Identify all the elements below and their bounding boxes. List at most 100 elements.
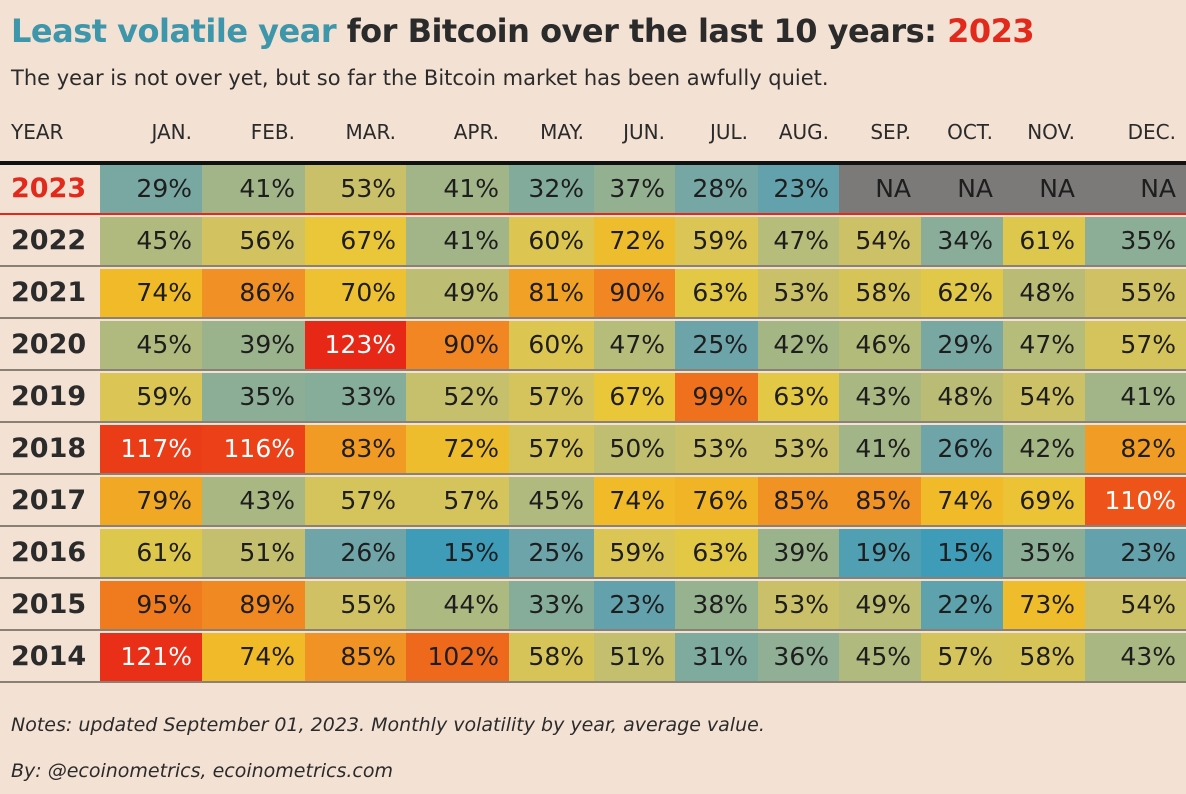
heatmap-cell: 52% — [406, 373, 509, 421]
heatmap-cell: 59% — [594, 529, 675, 577]
heatmap-cell: 85% — [839, 477, 921, 525]
heatmap-cell: 34% — [921, 217, 1003, 265]
heatmap-cell: NA — [1003, 165, 1085, 213]
heatmap-cell: 29% — [921, 321, 1003, 369]
column-header-mar: MAR. — [345, 120, 396, 144]
heatmap-cell: 57% — [1085, 321, 1186, 369]
heatmap-cell: 41% — [839, 425, 921, 473]
heatmap-cell: 57% — [305, 477, 406, 525]
heatmap-cell: 123% — [305, 321, 406, 369]
heatmap-cell: 74% — [100, 269, 202, 317]
heatmap-cell: 67% — [594, 373, 675, 421]
heatmap-cell: 102% — [406, 633, 509, 681]
column-header-may: MAY. — [540, 120, 584, 144]
row-year-label: 2017 — [11, 485, 87, 516]
row-year-label: 2020 — [11, 329, 87, 360]
heatmap-cell: 15% — [406, 529, 509, 577]
heatmap-cell: 32% — [509, 165, 594, 213]
heatmap-cell: 43% — [202, 477, 305, 525]
notes-text: Notes: updated September 01, 2023. Month… — [11, 714, 765, 736]
heatmap-cell: NA — [839, 165, 921, 213]
heatmap-cell: 25% — [509, 529, 594, 577]
row-year-label: 2015 — [11, 589, 87, 620]
heatmap-cell: 45% — [509, 477, 594, 525]
column-header-row: YEAR JAN. FEB. MAR. APR. MAY. JUN. JUL. AUG. SEP… — [0, 116, 1186, 150]
row-year-label: 2014 — [11, 641, 87, 672]
heatmap-cell: 86% — [202, 269, 305, 317]
column-header-nov: NOV. — [1027, 120, 1075, 144]
heatmap-cell: 23% — [594, 581, 675, 629]
heatmap-row-2017: 2017 79% 43% 57% 57% 45% 74% 76% 85% 85% 74% 69% 110… — [0, 477, 1186, 527]
heatmap-cell: 81% — [509, 269, 594, 317]
heatmap-cell: 74% — [594, 477, 675, 525]
heatmap-cell: 53% — [758, 581, 839, 629]
column-header-jul: JUL. — [709, 120, 748, 144]
column-header-dec: DEC. — [1127, 120, 1176, 144]
heatmap-cell: 36% — [758, 633, 839, 681]
heatmap-cell: 42% — [1003, 425, 1085, 473]
heatmap-cell: 62% — [921, 269, 1003, 317]
heatmap-cell: 39% — [202, 321, 305, 369]
column-header-oct: OCT. — [947, 120, 993, 144]
heatmap-cell: 23% — [758, 165, 839, 213]
heatmap-row-2018: 2018 117% 116% 83% 72% 57% 50% 53% 53% 41% 26% 42% 8… — [0, 425, 1186, 475]
column-header-year: YEAR — [11, 120, 64, 144]
heatmap-cell: 25% — [675, 321, 758, 369]
heatmap-cell: 47% — [594, 321, 675, 369]
heatmap-cell: 43% — [839, 373, 921, 421]
heatmap-row-2021: 2021 74% 86% 70% 49% 81% 90% 63% 53% 58% 62% 48% 55% — [0, 269, 1186, 319]
heatmap-cell: 44% — [406, 581, 509, 629]
heatmap-cell: 41% — [1085, 373, 1186, 421]
heatmap-cell: 70% — [305, 269, 406, 317]
heatmap-cell: 31% — [675, 633, 758, 681]
heatmap-cell: 54% — [1003, 373, 1085, 421]
heatmap-cell: 61% — [100, 529, 202, 577]
heatmap-cell: 74% — [921, 477, 1003, 525]
column-header-feb: FEB. — [250, 120, 295, 144]
heatmap-cell: 45% — [100, 321, 202, 369]
row-year-label: 2016 — [11, 537, 87, 568]
heatmap-cell: 50% — [594, 425, 675, 473]
heatmap-row-2022: 2022 45% 56% 67% 41% 60% 72% 59% 47% 54% 34% 61% 35% — [0, 217, 1186, 267]
heatmap-row-2015: 2015 95% 89% 55% 44% 33% 23% 38% 53% 49% 22% 73% 54% — [0, 581, 1186, 631]
heatmap-cell: 48% — [1003, 269, 1085, 317]
heatmap-cell: 54% — [1085, 581, 1186, 629]
heatmap-cell: 83% — [305, 425, 406, 473]
heatmap-cell: 37% — [594, 165, 675, 213]
heatmap-cell: 47% — [758, 217, 839, 265]
heatmap-cell: 45% — [100, 217, 202, 265]
chart-subtitle: The year is not over yet, but so far the… — [11, 66, 829, 90]
row-year-label: 2018 — [11, 433, 87, 464]
heatmap-cell: 85% — [305, 633, 406, 681]
chart-title: Least volatile year for Bitcoin over the… — [11, 12, 1035, 50]
heatmap-cell: 72% — [406, 425, 509, 473]
heatmap-cell: 39% — [758, 529, 839, 577]
heatmap-cell: 72% — [594, 217, 675, 265]
title-middle: for Bitcoin over the last 10 years: — [336, 12, 948, 50]
heatmap-cell: 59% — [675, 217, 758, 265]
heatmap-cell: 35% — [1003, 529, 1085, 577]
heatmap-cell: 45% — [839, 633, 921, 681]
row-year-label: 2023 — [11, 173, 87, 204]
heatmap-cell: 58% — [839, 269, 921, 317]
heatmap-cell: 53% — [758, 269, 839, 317]
column-header-apr: APR. — [453, 120, 499, 144]
heatmap-cell: 54% — [839, 217, 921, 265]
heatmap-cell: 82% — [1085, 425, 1186, 473]
heatmap-cell: 57% — [406, 477, 509, 525]
heatmap-cell: 41% — [406, 165, 509, 213]
column-header-jun: JUN. — [623, 120, 665, 144]
column-header-aug: AUG. — [778, 120, 829, 144]
heatmap-cell: 47% — [1003, 321, 1085, 369]
heatmap-cell: 69% — [1003, 477, 1085, 525]
heatmap-cell: 53% — [305, 165, 406, 213]
heatmap-row-2016: 2016 61% 51% 26% 15% 25% 59% 63% 39% 19% 15% 35% 23% — [0, 529, 1186, 579]
heatmap-cell: 79% — [100, 477, 202, 525]
heatmap-cell: 23% — [1085, 529, 1186, 577]
heatmap-cell: 33% — [305, 373, 406, 421]
byline-text: By: @ecoinometrics, ecoinometrics.com — [11, 760, 393, 782]
heatmap-cell: 116% — [202, 425, 305, 473]
heatmap-cell: NA — [921, 165, 1003, 213]
heatmap-cell: 90% — [594, 269, 675, 317]
heatmap-cell: 53% — [758, 425, 839, 473]
